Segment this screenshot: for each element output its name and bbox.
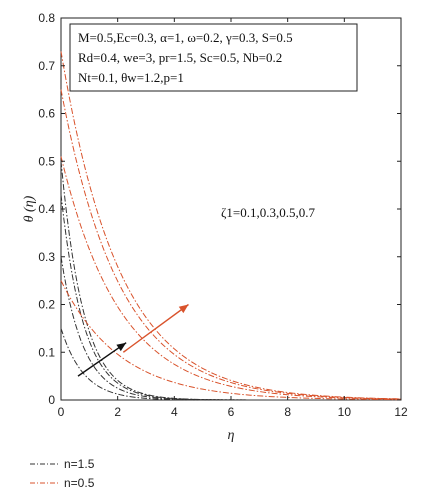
x-axis-label: η	[228, 428, 235, 443]
y-tick-label: 0.8	[38, 11, 55, 25]
x-tick-label: 4	[171, 405, 178, 419]
y-tick-label: 0.3	[38, 250, 55, 264]
params-box: M=0.5,Ec=0.3, α=1, ω=0.2, γ=0.3, S=0.5 R…	[69, 23, 358, 92]
zeta-annotation: ζ1=0.1,0.3,0.5,0.7	[221, 205, 315, 220]
params-line-3: Nt=0.1, θw=1.2,p=1	[78, 70, 184, 85]
x-tick-label: 12	[394, 405, 408, 419]
legend-label-n05: n=0.5	[64, 476, 95, 490]
y-tick-label: 0.6	[38, 107, 55, 121]
x-tick-label: 6	[228, 405, 235, 419]
params-line-1: M=0.5,Ec=0.3, α=1, ω=0.2, γ=0.3, S=0.5	[78, 30, 293, 45]
x-tick-label: 0	[58, 405, 65, 419]
y-tick-label: 0.5	[38, 154, 55, 168]
trend-arrow-line	[122, 303, 189, 353]
x-tick-label: 8	[284, 405, 291, 419]
params-line-2: Rd=0.4, we=3, pr=1.5, Sc=0.5, Nb=0.2	[78, 50, 282, 65]
y-tick-label: 0.2	[38, 298, 55, 312]
params-box-frame	[69, 23, 358, 92]
trend-arrow-line	[77, 342, 127, 377]
y-axis-label: θ (η)	[22, 195, 37, 222]
y-tick-label: 0.4	[38, 202, 55, 216]
legend: n=1.5 n=0.5	[30, 457, 95, 490]
y-tick-label: 0.1	[38, 345, 55, 359]
series-line-n05-0	[60, 280, 402, 401]
trend-arrow-head	[178, 304, 189, 314]
x-tick-label: 2	[114, 405, 121, 419]
y-tick-label: 0.7	[38, 59, 55, 73]
ticks-group: 0 2 4 6 8 10 12 0 0.1 0.2 0.3 0.4 0.5 0.6 0.7 0.8	[38, 11, 408, 419]
legend-label-n15: n=1.5	[64, 457, 95, 471]
x-tick-label: 10	[338, 405, 352, 419]
trend-arrow-head	[116, 342, 127, 352]
y-tick-label: 0	[48, 393, 55, 407]
arrows-group	[77, 303, 189, 377]
